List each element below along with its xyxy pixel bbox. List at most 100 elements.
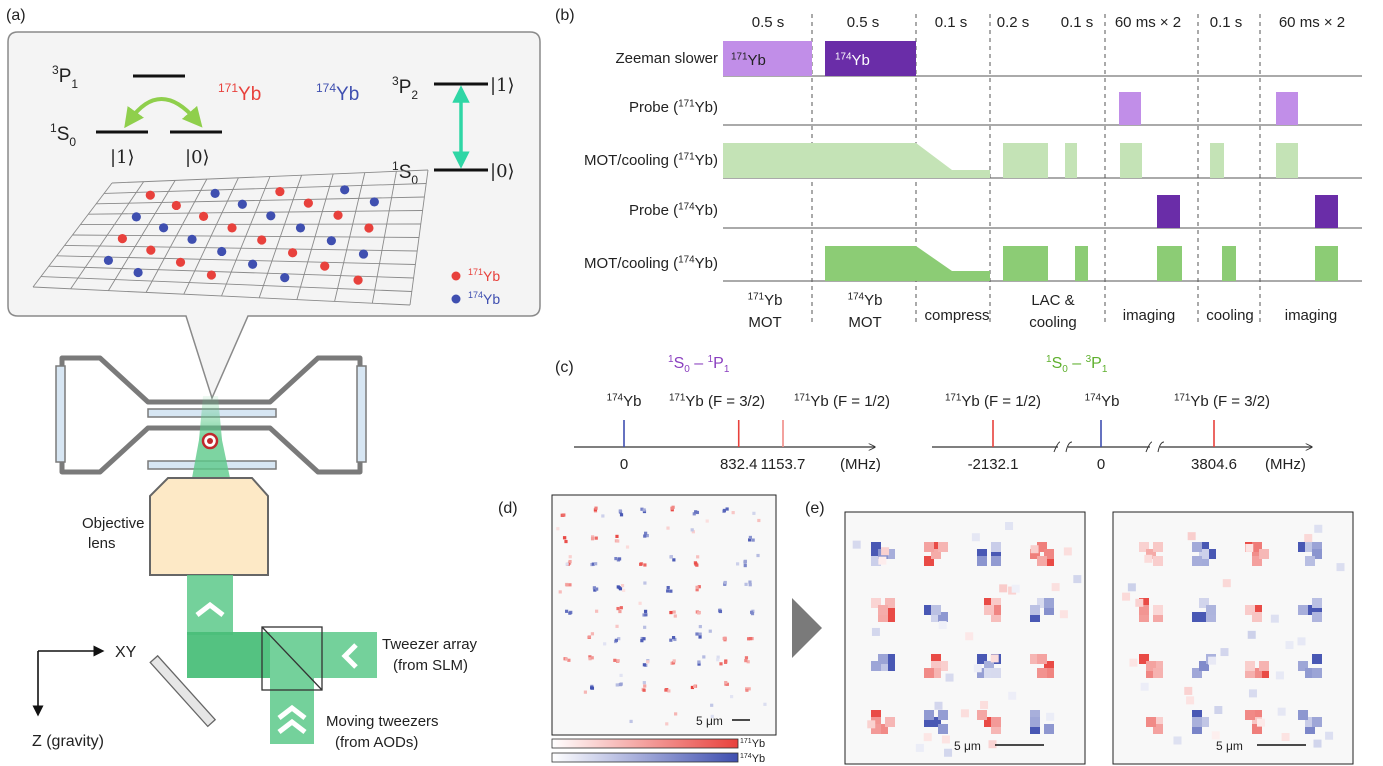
probe-171-pulse (1119, 92, 1141, 125)
atom-pixel (669, 555, 673, 559)
level-diagram-171 (96, 74, 222, 134)
spectrum-tick: -2132.1 (968, 456, 1019, 473)
atom-pixel (1044, 724, 1054, 734)
lattice-grid (32, 169, 429, 306)
atom-pixel (695, 510, 700, 515)
legend-171: 171Yb (468, 267, 500, 284)
atom-pixel (1252, 612, 1262, 622)
lattice-atom (280, 272, 290, 283)
atom-pixel (1252, 724, 1262, 734)
ket-1-right: |1⟩ (490, 75, 515, 96)
atom-pixel (644, 613, 648, 617)
atom-pixel (722, 636, 726, 641)
atom-pixel (695, 588, 699, 592)
atom-pixel (1037, 542, 1047, 552)
atom-pixel (938, 724, 948, 734)
axis-z-label: Z (gravity) (32, 733, 104, 750)
atom-pixel (991, 598, 1001, 608)
atom-pixel (1252, 542, 1262, 552)
spectral-line-label: 171Yb (F = 3/2) (669, 392, 765, 410)
atom-pixel (871, 598, 881, 608)
atom-pixel (748, 583, 752, 587)
atom-pixel (1037, 668, 1047, 678)
lattice-atom (237, 199, 247, 209)
beam-chevron-left (341, 643, 358, 669)
atom-pixel (871, 724, 881, 734)
atom-pixel (1192, 612, 1202, 622)
ket-0-right: |0⟩ (490, 161, 515, 182)
phase-label: 171Yb (748, 291, 783, 309)
atom-pixel (644, 531, 648, 535)
atom-pixel (698, 632, 702, 636)
atom-pixel (931, 549, 941, 559)
colorbar-174 (551, 752, 739, 763)
atom-pixel (568, 611, 572, 615)
panel-label-a: (a) (6, 7, 26, 24)
atom-pixel (1037, 556, 1047, 566)
beam-splitter-cube (261, 626, 323, 691)
scale-label-e-right: 5 μm (1216, 739, 1243, 753)
atom-pixel (1139, 605, 1149, 615)
atom-pixel (1252, 668, 1262, 678)
atom-pixel (1192, 724, 1202, 734)
atom-pixel (615, 683, 619, 687)
atom-pixel (748, 580, 752, 584)
atom-pixel (590, 537, 595, 541)
atom-pixel (1298, 542, 1308, 552)
cooling-174-pulse (1222, 246, 1236, 281)
atom-pixel (643, 563, 647, 567)
atom-pixel (593, 588, 597, 592)
phase-label: LAC & (1031, 292, 1074, 309)
atom-pixel (1037, 598, 1047, 608)
atom-pixel (1199, 612, 1209, 622)
atom-pixel (1199, 556, 1209, 566)
atom-pixel (991, 549, 1001, 559)
atom-pixel (1153, 717, 1163, 727)
atom-pixel (616, 585, 620, 589)
phase-label: compress (924, 307, 989, 324)
atom-pixel (672, 610, 676, 614)
atom-pixel (1030, 612, 1040, 622)
lattice-atom (320, 261, 330, 271)
spectrum-tick: 832.4 (720, 456, 758, 473)
atom-pixel (1298, 661, 1308, 671)
atom-pixel (588, 655, 592, 659)
atom-pixel (878, 612, 888, 622)
atom-pixel (594, 506, 598, 510)
atom-pixel (1312, 612, 1322, 622)
objective-lens (149, 477, 269, 576)
atom-pixel (1298, 710, 1308, 720)
atom-pixel (746, 637, 751, 641)
atom-pixel (695, 585, 699, 589)
zeeman-171-label: 171Yb (731, 51, 766, 69)
atom-pixel (1146, 661, 1156, 671)
atom-pixel (725, 507, 729, 511)
lattice-atom (210, 188, 220, 198)
atom-pixel (564, 539, 568, 544)
lattice-atom (187, 234, 197, 244)
atom-pixel (642, 508, 646, 512)
cooling-174-pulse (1003, 246, 1048, 281)
atom-pixel (669, 638, 673, 642)
atom-pixel (931, 612, 941, 622)
zeeman-171-pulse (723, 41, 812, 76)
atom-pixel (590, 686, 594, 690)
row-label: MOT/cooling (171Yb) (584, 151, 718, 169)
atom-pixel (618, 509, 622, 513)
atom-pixel (1312, 598, 1322, 608)
atom-pixel (931, 717, 941, 727)
atom-pixel (616, 659, 620, 663)
lattice-atom (248, 259, 258, 269)
lattice-atom (369, 197, 379, 207)
lattice-atom (171, 200, 181, 211)
atom-pixel (878, 605, 888, 615)
spectrum-right-unit: (MHz) (1265, 456, 1306, 473)
scale-label-d: 5 μm (696, 714, 723, 728)
spectral-line-label: 171Yb (F = 3/2) (1174, 392, 1270, 410)
atom-pixel (697, 662, 701, 666)
phase-label: MOT (748, 314, 781, 331)
atom-pixel (565, 609, 569, 613)
atom-pixel (1153, 724, 1163, 734)
lattice-atom (146, 245, 156, 255)
